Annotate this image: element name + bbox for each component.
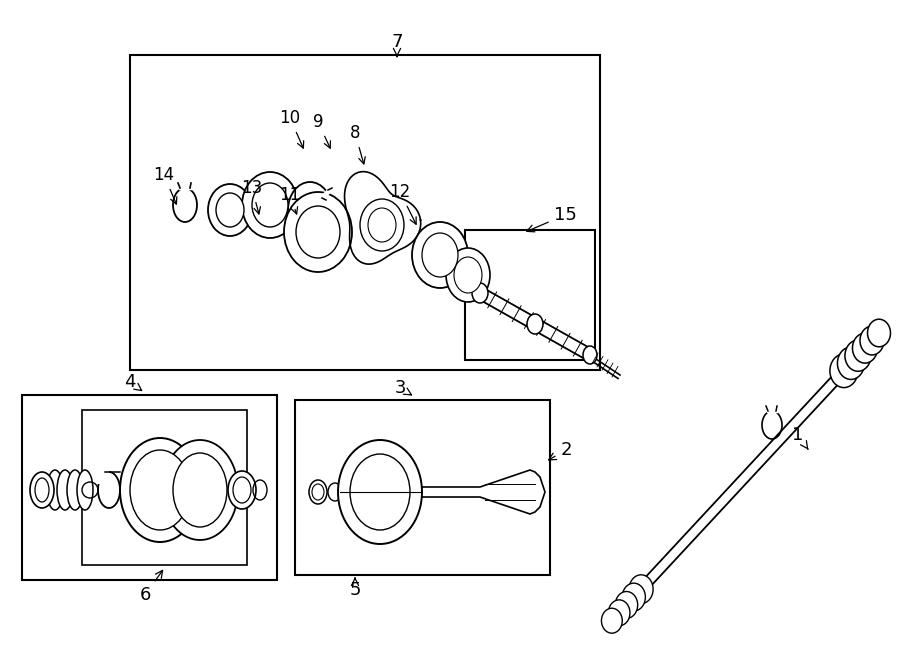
Ellipse shape (527, 314, 543, 334)
Ellipse shape (309, 480, 327, 504)
Text: 4: 4 (124, 373, 141, 391)
Ellipse shape (233, 477, 251, 503)
Ellipse shape (368, 208, 396, 242)
Ellipse shape (601, 608, 622, 633)
Ellipse shape (162, 440, 238, 540)
Ellipse shape (360, 199, 404, 251)
Ellipse shape (837, 347, 864, 379)
Ellipse shape (252, 183, 288, 227)
Ellipse shape (288, 182, 332, 238)
Ellipse shape (629, 575, 653, 603)
Ellipse shape (35, 478, 49, 502)
Text: 2: 2 (549, 441, 572, 460)
Ellipse shape (242, 172, 298, 238)
Ellipse shape (472, 283, 488, 303)
Ellipse shape (216, 193, 244, 227)
Text: 1: 1 (792, 426, 808, 449)
Text: 10: 10 (279, 109, 303, 148)
Text: 8: 8 (350, 124, 365, 164)
Ellipse shape (284, 192, 352, 272)
Ellipse shape (412, 222, 468, 288)
Ellipse shape (312, 484, 324, 500)
Text: 13: 13 (241, 179, 263, 214)
Ellipse shape (616, 592, 638, 619)
Text: 12: 12 (390, 183, 416, 224)
Ellipse shape (77, 470, 93, 510)
Text: 15: 15 (526, 206, 576, 232)
Ellipse shape (845, 340, 871, 371)
Ellipse shape (120, 438, 200, 542)
Ellipse shape (47, 470, 63, 510)
Ellipse shape (338, 440, 422, 544)
Text: 3: 3 (394, 379, 411, 397)
Text: 6: 6 (140, 570, 163, 604)
Ellipse shape (208, 184, 252, 236)
Ellipse shape (173, 453, 227, 527)
Text: 7: 7 (392, 33, 403, 57)
Ellipse shape (830, 354, 858, 387)
Ellipse shape (67, 470, 83, 510)
Bar (465, 230, 595, 360)
Ellipse shape (30, 472, 54, 508)
Bar (130, 55, 600, 370)
Ellipse shape (852, 333, 878, 363)
Ellipse shape (446, 248, 490, 302)
Ellipse shape (608, 600, 630, 626)
Ellipse shape (583, 346, 597, 364)
Bar (22, 395, 277, 580)
Text: 5: 5 (349, 578, 361, 599)
Ellipse shape (296, 206, 340, 258)
Text: 14: 14 (153, 166, 176, 204)
Bar (82, 410, 247, 565)
Ellipse shape (350, 454, 410, 530)
Ellipse shape (868, 319, 890, 347)
Ellipse shape (622, 583, 645, 611)
Ellipse shape (228, 471, 256, 509)
Ellipse shape (860, 326, 884, 355)
Ellipse shape (454, 257, 482, 293)
Polygon shape (345, 172, 420, 264)
Text: 11: 11 (279, 186, 301, 214)
Polygon shape (480, 470, 545, 514)
Ellipse shape (57, 470, 73, 510)
Ellipse shape (422, 233, 458, 277)
Bar (295, 400, 550, 575)
Ellipse shape (130, 450, 190, 530)
Text: 9: 9 (313, 113, 330, 148)
